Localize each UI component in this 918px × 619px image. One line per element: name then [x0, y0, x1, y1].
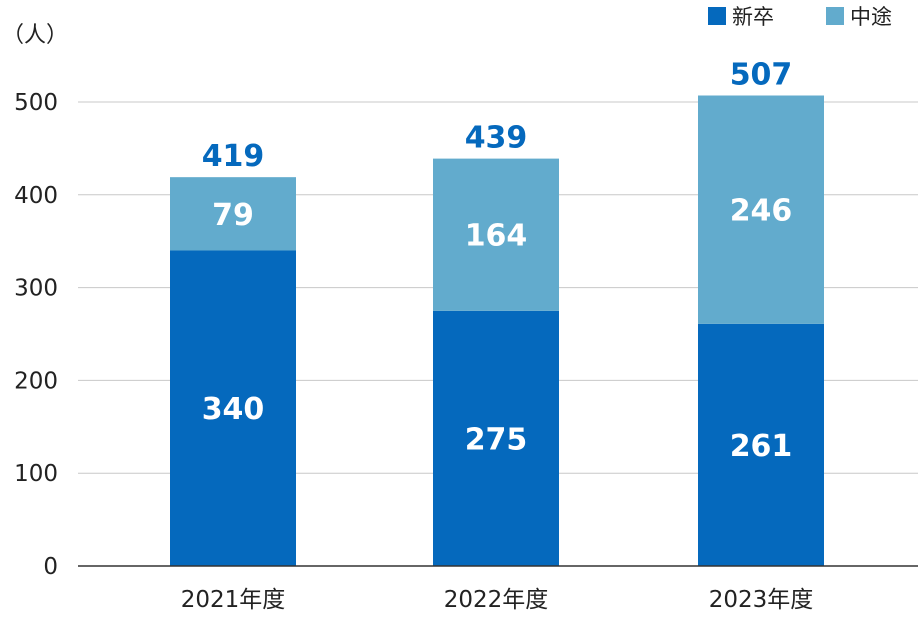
y-tick-label: 200	[14, 368, 58, 394]
y-axis-unit-label: （人）	[2, 23, 68, 48]
y-tick-label: 0	[43, 554, 58, 580]
y-axis-ticks: 0 100 200 300 400 500	[14, 90, 58, 580]
bar-value-label: 261	[730, 429, 793, 464]
legend: 新卒 中途	[708, 5, 892, 29]
x-axis-labels: 2021年度 2022年度 2023年度	[181, 587, 814, 613]
bar-segment-shinsotsu-2	[433, 310, 559, 566]
bar-value-label: 275	[465, 422, 528, 457]
x-axis-category-label: 2022年度	[444, 587, 549, 613]
y-tick-label: 400	[14, 183, 58, 209]
y-tick-label: 300	[14, 276, 58, 302]
x-axis-category-label: 2021年度	[181, 587, 286, 613]
bar-value-label: 340	[202, 392, 265, 427]
bar-segment-chuto-2	[433, 158, 559, 311]
bar-total-label: 419	[202, 139, 265, 174]
y-tick-label: 100	[14, 461, 58, 487]
y-tick-label: 500	[14, 90, 58, 116]
legend-label: 新卒	[732, 5, 774, 29]
bar-value-label: 246	[730, 194, 793, 229]
bar-value-label: 164	[465, 219, 528, 254]
bar-segment-chuto-1	[170, 177, 296, 251]
bar-segment-shinsotsu-1	[170, 250, 296, 567]
legend-label: 中途	[850, 5, 892, 29]
bars: 340 79 419 275 164 439 261 246 507	[170, 58, 824, 567]
bar-segment-shinsotsu-3	[698, 323, 824, 566]
bar-value-label: 79	[212, 198, 254, 233]
legend-swatch	[826, 7, 844, 25]
bar-total-label: 507	[730, 58, 793, 93]
bar-segment-chuto-3	[698, 95, 824, 324]
legend-swatch	[708, 7, 726, 25]
x-axis-category-label: 2023年度	[709, 587, 814, 613]
bar-total-label: 439	[465, 121, 528, 156]
